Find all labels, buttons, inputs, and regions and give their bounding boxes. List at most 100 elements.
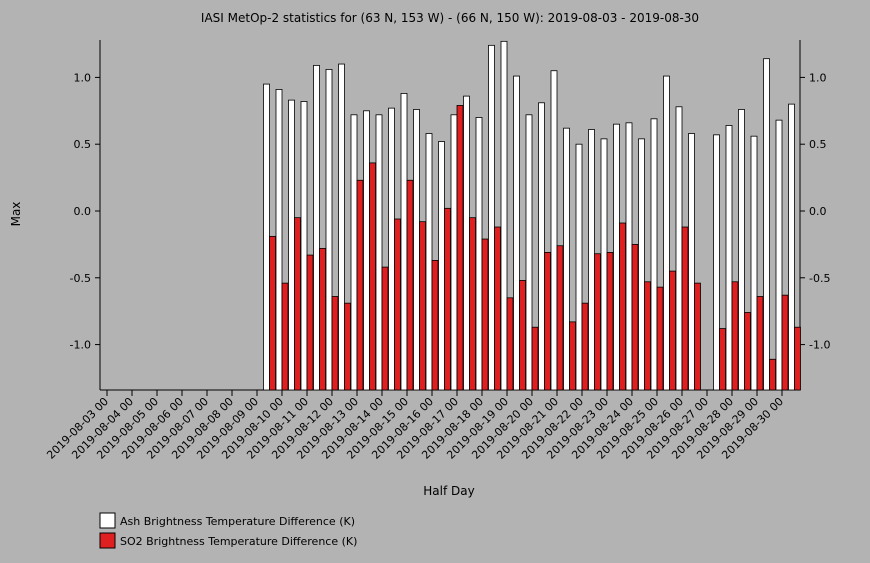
bar: [469, 217, 476, 391]
y-tick-label: 0.0: [74, 205, 92, 218]
bar: [713, 134, 720, 391]
bar: [413, 109, 420, 391]
chart-title: IASI MetOp-2 statistics for (63 N, 153 W…: [201, 11, 699, 25]
bar: [650, 118, 658, 391]
bar: [781, 294, 789, 391]
bar: [575, 143, 583, 391]
legend-label: SO2 Brightness Temperature Difference (K…: [120, 535, 357, 548]
bar: [388, 107, 395, 391]
bar: [538, 102, 545, 391]
legend-swatch: [99, 532, 116, 549]
legend-label: Ash Brightness Temperature Difference (K…: [120, 515, 355, 528]
bar: [594, 253, 601, 391]
bar: [356, 179, 364, 391]
y-tick-label: -1.0: [70, 339, 91, 352]
bar: [406, 179, 414, 391]
bar: [275, 89, 283, 391]
bar: [419, 221, 426, 391]
bar: [369, 162, 376, 391]
bar: [663, 75, 670, 391]
bar: [600, 138, 608, 391]
bar: [500, 40, 508, 391]
bar: [300, 101, 308, 391]
bar: [319, 247, 326, 391]
bar: [675, 106, 683, 391]
y-axis-label: Max: [9, 202, 23, 227]
bar: [725, 125, 733, 391]
bar: [506, 297, 514, 391]
legend-swatch: [99, 512, 116, 529]
bar: [625, 122, 633, 391]
bar: [381, 266, 389, 391]
bar: [681, 226, 689, 391]
bar: [738, 109, 745, 391]
bar: [794, 326, 801, 391]
y2-tick-label: 0.0: [809, 205, 827, 218]
y-tick-label: 1.0: [74, 71, 92, 84]
bar: [719, 328, 726, 391]
bar: [519, 280, 526, 391]
bar: [544, 252, 551, 391]
bar: [688, 133, 695, 391]
bar: [350, 114, 358, 391]
bar: [394, 218, 401, 391]
y2-tick-label: -0.5: [809, 272, 830, 285]
bar: [444, 207, 451, 391]
bar: [450, 114, 458, 391]
bar: [569, 321, 576, 391]
bar: [588, 129, 595, 391]
bar: [606, 252, 614, 391]
bar: [638, 138, 645, 391]
bar: [769, 358, 776, 391]
bar: [463, 95, 470, 391]
bar: [494, 226, 501, 391]
bar: [788, 103, 795, 391]
bar: [281, 282, 289, 391]
bar: [263, 83, 270, 391]
bar: [563, 127, 570, 391]
y2-tick-label: -1.0: [809, 339, 830, 352]
x-axis-label: Half Day: [423, 484, 474, 498]
bar: [656, 286, 664, 391]
bar: [488, 44, 495, 391]
bar: [763, 58, 770, 391]
bar: [613, 123, 620, 391]
bar: [731, 281, 739, 391]
bar: [438, 141, 445, 391]
bar: [694, 282, 701, 391]
bar: [456, 105, 464, 391]
bar: [475, 117, 483, 391]
bar: [338, 63, 345, 391]
bar: [581, 302, 589, 391]
bar: [750, 135, 758, 391]
y-tick-label: -0.5: [70, 272, 91, 285]
bar: [431, 260, 439, 391]
bar: [513, 75, 520, 391]
bar: [288, 99, 295, 391]
bar: [631, 243, 639, 391]
bar: [306, 254, 314, 391]
bar: [619, 222, 626, 391]
bar: [400, 93, 408, 391]
bar: [269, 235, 276, 391]
bar: [425, 133, 433, 391]
y-tick-label: 0.5: [74, 138, 92, 151]
bar: [481, 238, 489, 391]
y2-tick-label: 0.5: [809, 138, 827, 151]
bar: [756, 296, 764, 391]
bar: [325, 68, 333, 391]
bar: [375, 114, 383, 391]
bar: [644, 281, 651, 391]
y2-tick-label: 1.0: [809, 71, 827, 84]
bar: [550, 70, 558, 391]
bar: [344, 302, 351, 391]
bar: [525, 114, 533, 391]
bar: [669, 270, 676, 391]
bar: [744, 312, 751, 391]
bar: [556, 245, 564, 391]
bar: [313, 64, 320, 391]
bar: [331, 296, 339, 391]
bar: [363, 110, 370, 391]
bar: [294, 217, 301, 391]
